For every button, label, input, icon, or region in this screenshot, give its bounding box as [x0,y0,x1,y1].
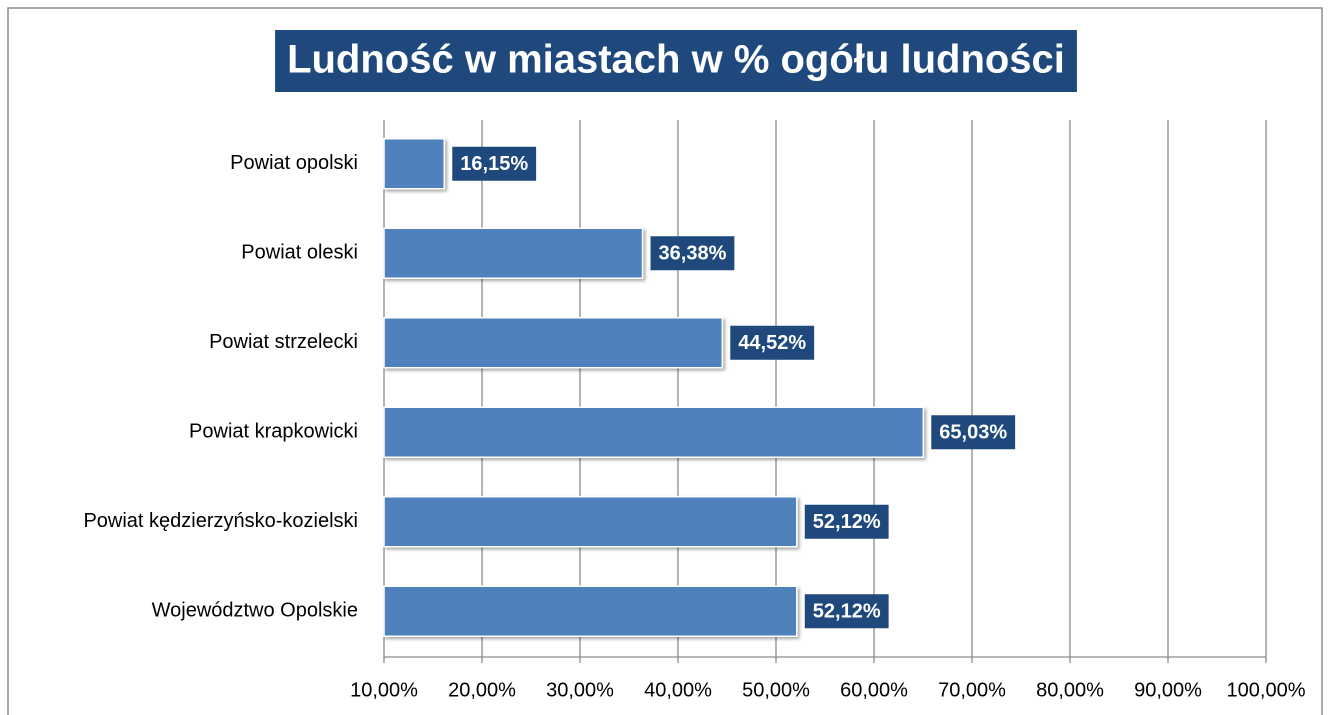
value-label: 65,03% [939,422,1007,444]
x-tick-label: 50,00% [742,679,810,701]
bar [383,227,644,279]
y-tick-label: Powiat krapkowicki [189,421,358,443]
value-label: 52,12% [813,511,881,533]
value-label-box [804,594,889,629]
value-label: 36,38% [659,243,727,265]
value-label-box [452,146,537,181]
x-tick-label: 90,00% [1134,679,1202,701]
value-label-box [730,325,815,360]
x-tick-label: 30,00% [546,679,614,701]
x-tick-label: 80,00% [1036,679,1104,701]
chart-title: Ludność w miastach w % ogółu ludności [287,38,1065,82]
bar [383,406,925,458]
x-tick-label: 20,00% [448,679,516,701]
bar [383,138,446,190]
y-tick-label: Powiat kędzierzyńsko-kozielski [83,510,358,532]
bar [383,496,798,548]
value-label-box [650,236,735,271]
value-label-box [931,415,1016,450]
value-label-box [804,504,889,539]
y-tick-label: Województwo Opolskie [152,600,358,622]
x-tick-label: 60,00% [840,679,908,701]
title-box [275,30,1077,92]
x-tick-label: 100,00% [1227,679,1306,701]
value-label: 44,52% [738,332,806,354]
y-tick-label: Powiat oleski [241,242,358,264]
y-tick-label: Powiat strzelecki [209,331,358,353]
bar [383,317,724,369]
y-tick-label: Powiat opolski [230,152,358,174]
bar [383,585,798,637]
x-tick-label: 40,00% [644,679,712,701]
x-tick-label: 10,00% [350,679,418,701]
x-tick-label: 70,00% [938,679,1006,701]
value-label: 52,12% [813,601,881,623]
value-label: 16,15% [460,153,528,175]
chart-border [7,7,1323,715]
